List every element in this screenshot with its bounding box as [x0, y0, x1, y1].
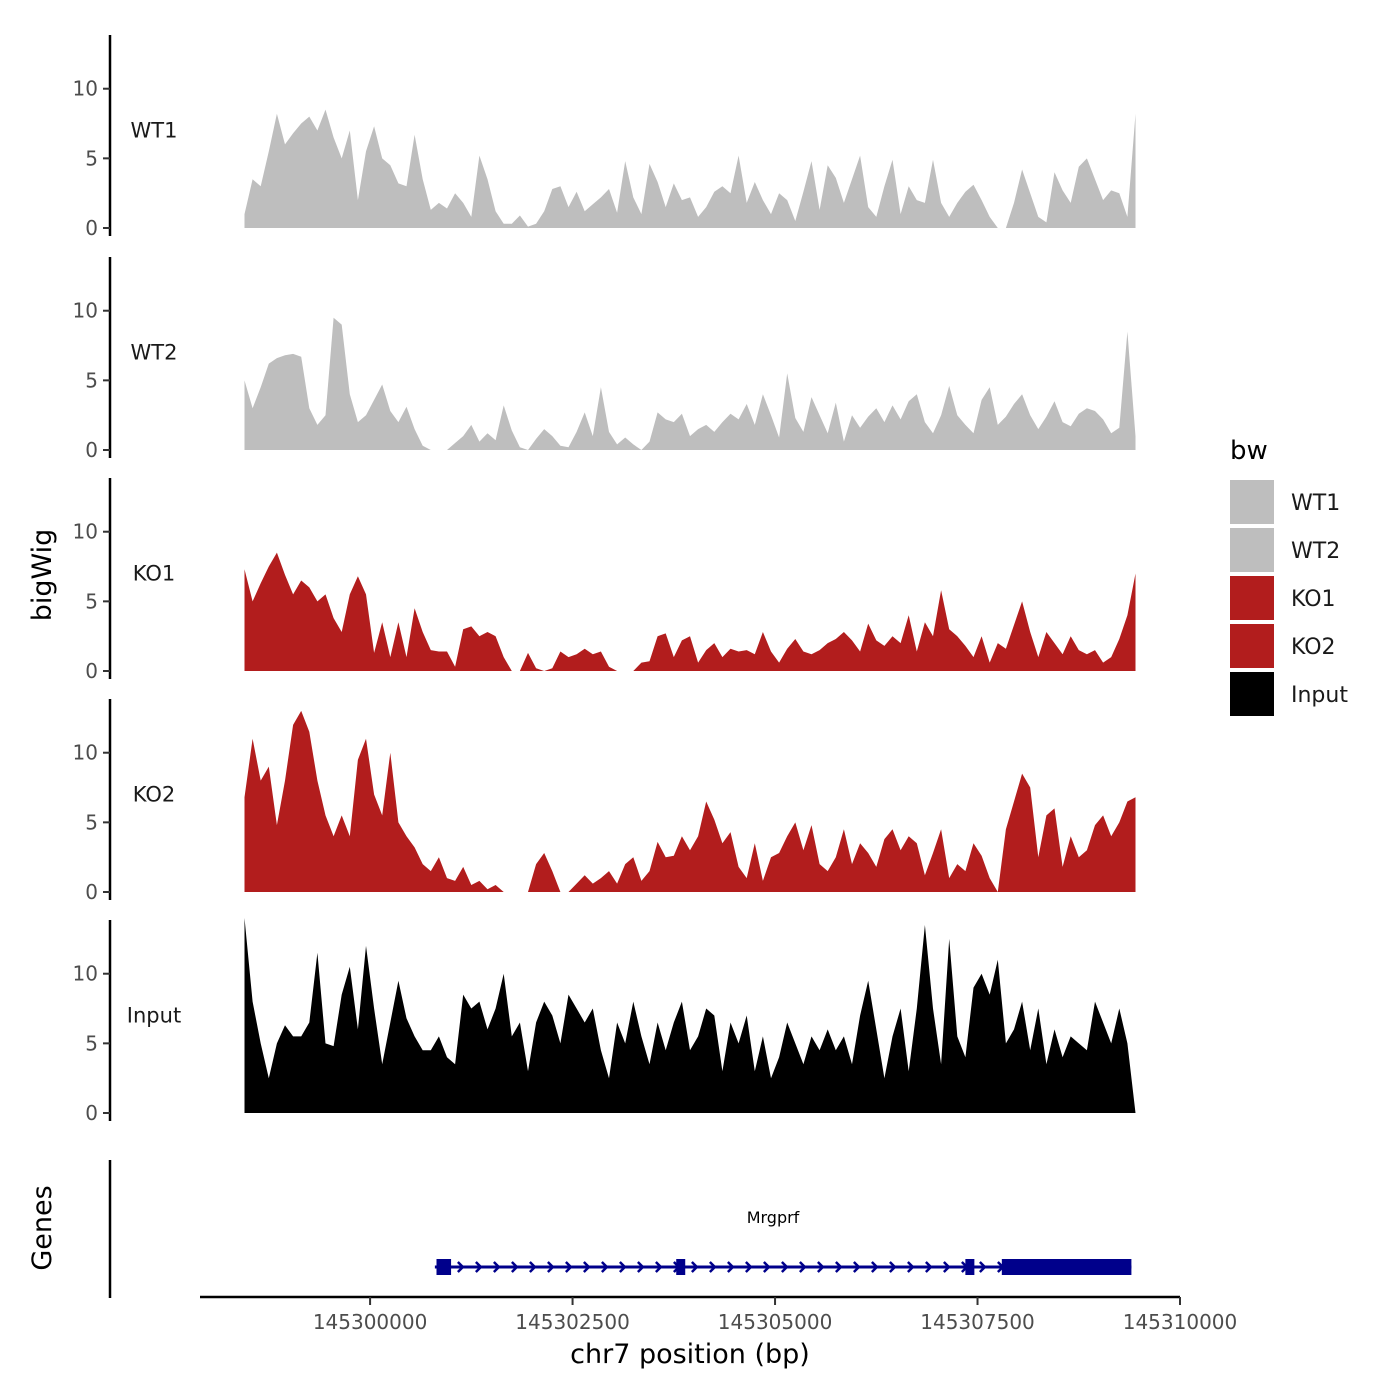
y-tick-label: 5: [85, 810, 98, 834]
x-axis-title: chr7 position (bp): [570, 1339, 810, 1370]
gene-name-label: Mrgprf: [747, 1208, 800, 1227]
y-axis-title: bigWig: [27, 529, 58, 622]
strand-arrow: [528, 1261, 537, 1273]
track-label-wt1: WT1: [131, 119, 178, 143]
strand-arrow: [474, 1261, 483, 1273]
legend-label-ko2: KO2: [1291, 635, 1336, 660]
area-wt1: [244, 109, 1136, 228]
legend-label-wt2: WT2: [1291, 539, 1340, 564]
strand-arrow: [546, 1261, 555, 1273]
area-input: [244, 918, 1136, 1113]
y-tick-label: 10: [73, 962, 98, 986]
track-panels: 0 5 10 WT1 0 5 10 WT2 0 5 10 KO1 0 5 10 KO2 0 5 10 Input: [73, 35, 1136, 1125]
strand-arrow: [762, 1261, 771, 1273]
strand-arrow: [906, 1261, 915, 1273]
track-label-ko2: KO2: [133, 783, 176, 807]
strand-arrow: [816, 1261, 825, 1273]
y-tick-label: 5: [85, 146, 98, 170]
y-tick-label: 5: [85, 589, 98, 613]
gene-track-panel: Mrgprf: [108, 1160, 1132, 1298]
area-ko1: [244, 552, 1136, 671]
legend-swatch-wt1: [1230, 480, 1274, 524]
y-tick-label: 10: [73, 520, 98, 544]
strand-arrow: [870, 1261, 879, 1273]
legend-label-wt1: WT1: [1291, 491, 1340, 516]
track-label-wt2: WT2: [131, 341, 178, 365]
strand-arrow: [564, 1261, 573, 1273]
strand-arrow: [852, 1261, 861, 1273]
y-tick-label: 10: [73, 77, 98, 101]
panel-wt1: 0 5 10 WT1: [73, 35, 1136, 240]
panel-input: 0 5 10 Input: [73, 918, 1136, 1125]
strand-arrow: [888, 1261, 897, 1273]
strand-arrow: [726, 1261, 735, 1273]
x-tick-label: 145310000: [1123, 1310, 1238, 1334]
gene-exon: [965, 1259, 975, 1275]
legend-swatch-wt2: [1230, 528, 1274, 572]
strand-arrow: [510, 1261, 519, 1273]
legend-swatch-ko1: [1230, 576, 1274, 620]
strand-arrow: [798, 1261, 807, 1273]
strand-arrow: [780, 1261, 789, 1273]
x-axis: 145300000 145302500 145305000 145307500 1453…: [200, 1295, 1238, 1334]
legend-label-ko1: KO1: [1291, 587, 1336, 612]
x-tick-label: 145307500: [920, 1310, 1035, 1334]
y-tick-label: 0: [85, 438, 98, 462]
strand-arrow: [924, 1261, 933, 1273]
y-tick-label: 10: [73, 299, 98, 323]
strand-arrow: [618, 1261, 627, 1273]
strand-arrow: [690, 1261, 699, 1273]
area-wt2: [244, 317, 1136, 450]
x-tick-label: 145302500: [515, 1310, 630, 1334]
strand-arrow: [978, 1261, 987, 1273]
gene-exon: [1001, 1259, 1132, 1275]
gene-exon: [436, 1259, 452, 1275]
strand-arrow: [492, 1261, 501, 1273]
strand-arrow: [834, 1261, 843, 1273]
gene-exon: [676, 1259, 686, 1275]
x-tick-label: 145300000: [313, 1310, 428, 1334]
track-label-input: Input: [127, 1004, 181, 1028]
gene-track-title: Genes: [27, 1185, 58, 1270]
panel-ko1: 0 5 10 KO1: [73, 478, 1136, 683]
strand-arrow: [456, 1261, 465, 1273]
legend-swatch-ko2: [1230, 624, 1274, 668]
y-tick-label: 10: [73, 741, 98, 765]
y-tick-label: 0: [85, 880, 98, 904]
strand-arrow: [744, 1261, 753, 1273]
strand-arrow: [582, 1261, 591, 1273]
y-tick-label: 5: [85, 368, 98, 392]
legend-title: bw: [1230, 436, 1268, 466]
legend-swatch-input: [1230, 672, 1274, 716]
y-tick-label: 0: [85, 216, 98, 240]
legend-label-input: Input: [1291, 683, 1348, 708]
strand-arrow: [654, 1261, 663, 1273]
area-ko2: [244, 710, 1136, 892]
y-tick-label: 0: [85, 659, 98, 683]
track-label-ko1: KO1: [133, 562, 176, 586]
strand-arrow: [636, 1261, 645, 1273]
y-tick-label: 5: [85, 1031, 98, 1055]
strand-arrow: [942, 1261, 951, 1273]
strand-arrow: [600, 1261, 609, 1273]
x-tick-label: 145305000: [718, 1310, 833, 1334]
legend: bw WT1 WT2 KO1 KO2 Input: [1230, 436, 1348, 716]
y-tick-label: 0: [85, 1101, 98, 1125]
panel-ko2: 0 5 10 KO2: [73, 699, 1136, 904]
panel-wt2: 0 5 10 WT2: [73, 257, 1136, 462]
strand-arrow: [708, 1261, 717, 1273]
